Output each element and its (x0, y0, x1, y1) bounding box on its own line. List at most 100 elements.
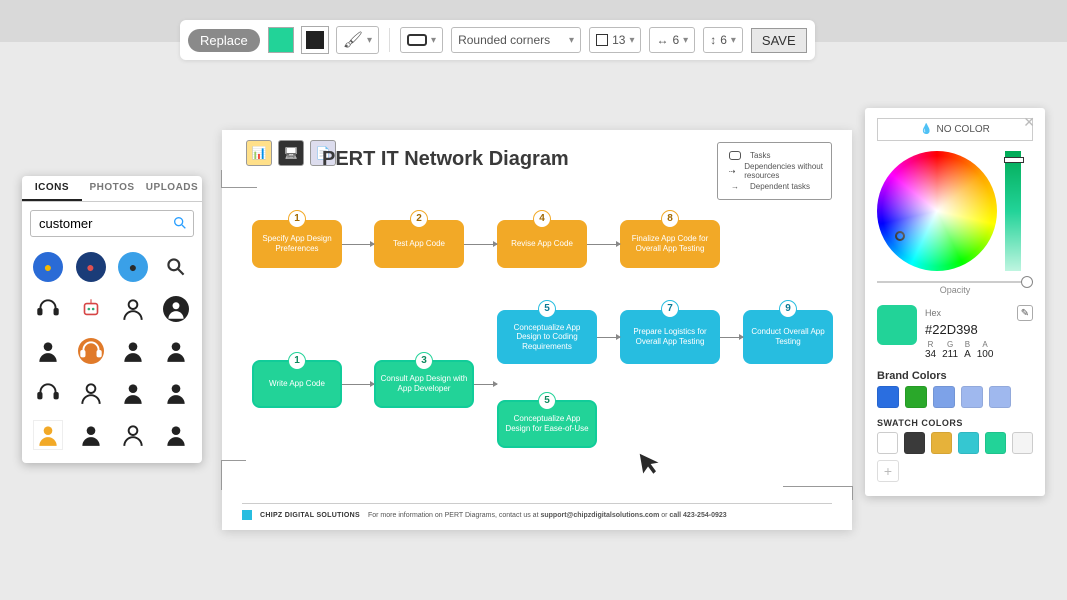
border-color-swatch[interactable] (302, 27, 328, 53)
diagram-edge (464, 244, 497, 245)
node-number: 5 (538, 392, 556, 410)
shape-outline-tool[interactable]: ▾ (400, 27, 443, 53)
icon-badge-people[interactable]: ● (115, 249, 151, 285)
assets-panel: ICONS PHOTOS UPLOADS ●●● (22, 176, 202, 463)
icon-person-orange[interactable] (30, 417, 66, 453)
icon-person-solid2[interactable] (115, 333, 151, 369)
node-label: Write App Code (269, 379, 325, 389)
icon-person-solid4[interactable] (115, 375, 151, 411)
icon-person-outline2[interactable] (73, 375, 109, 411)
brand-color-swatch[interactable] (905, 386, 927, 408)
diagram-node[interactable]: 1Specify App Design Preferences (252, 220, 342, 268)
shade-handle[interactable] (1004, 157, 1024, 163)
node-label: Conceptualize App Design for Ease-of-Use (503, 414, 591, 433)
brand-color-swatch[interactable] (877, 386, 899, 408)
diagram-node[interactable]: 3Consult App Design with App Developer (374, 360, 474, 408)
icon-person-solid5[interactable] (73, 417, 109, 453)
swatch-color[interactable] (904, 432, 925, 454)
no-color-button[interactable]: 💧NO COLOR (877, 118, 1033, 141)
icon-person-hair[interactable] (158, 417, 194, 453)
color-wheel-handle[interactable] (895, 231, 905, 241)
width-stepper[interactable]: ↔6▾ (649, 27, 695, 53)
swatch-color[interactable] (877, 432, 898, 454)
opacity-slider[interactable] (877, 281, 1033, 283)
icon-person-solid3[interactable] (158, 333, 194, 369)
swatch-color[interactable] (1012, 432, 1033, 454)
replace-button[interactable]: Replace (188, 29, 260, 52)
arrow-icon: → (726, 182, 744, 191)
icon-headset[interactable] (30, 291, 66, 327)
chevron-down-icon: ▾ (569, 35, 574, 46)
icon-woman-headset[interactable] (30, 375, 66, 411)
current-color-swatch (877, 305, 917, 345)
search-input[interactable] (30, 210, 194, 237)
close-icon[interactable]: ✕ (1023, 114, 1035, 131)
diagram-node[interactable]: 5Conceptualize App Design for Ease-of-Us… (497, 400, 597, 448)
icon-person-solid[interactable] (30, 333, 66, 369)
icon-person-outline[interactable] (115, 291, 151, 327)
icon-person-solid-circle[interactable] (158, 291, 194, 327)
height-stepper[interactable]: ↕6▾ (703, 27, 743, 53)
icon-support-agent[interactable] (73, 333, 109, 369)
fill-color-swatch[interactable] (268, 27, 294, 53)
paint-format-tool[interactable]: 🖌▾ (336, 26, 379, 54)
paint-roller-icon: 🖌 (343, 30, 363, 50)
brand-color-swatch[interactable] (989, 386, 1011, 408)
brand-color-swatch[interactable] (961, 386, 983, 408)
chevron-down-icon: ▾ (731, 35, 736, 46)
search-icon[interactable] (172, 215, 188, 234)
shade-slider[interactable] (1005, 151, 1021, 271)
b-value: A (964, 349, 971, 360)
decoration-line (783, 486, 853, 500)
node-number: 4 (533, 210, 551, 228)
diagram-title: PERT IT Network Diagram (322, 148, 569, 171)
footer-brand: CHIPZ DIGITAL SOLUTIONS (260, 512, 360, 519)
diagram-node[interactable]: 9Conduct Overall App Testing (743, 310, 833, 364)
color-wheel[interactable] (877, 151, 997, 271)
cursor-pointer-icon (637, 448, 664, 483)
save-button[interactable]: SAVE (751, 28, 807, 53)
icon-badge-map[interactable]: ● (73, 249, 109, 285)
icon-robot[interactable] (73, 291, 109, 327)
swatch-color[interactable] (931, 432, 952, 454)
droplet-icon: 💧 (920, 124, 932, 135)
corner-style-dropdown[interactable]: Rounded corners▾ (451, 27, 581, 53)
node-number: 1 (288, 352, 306, 370)
eyedropper-button[interactable]: ✎ (1017, 305, 1033, 321)
diagram-node[interactable]: 7Prepare Logistics for Overall App Testi… (620, 310, 720, 364)
diagram-node[interactable]: 5Conceptualize App Design to Coding Requ… (497, 310, 597, 364)
diagram-node[interactable]: 8Finalize App Code for Overall App Testi… (620, 220, 720, 268)
tab-icons[interactable]: ICONS (22, 176, 82, 201)
dashed-arrow-icon: ⇢ (726, 167, 738, 176)
icon-search (30, 210, 194, 237)
opacity-knob[interactable] (1021, 276, 1033, 288)
icon-badge-globe[interactable]: ● (30, 249, 66, 285)
tab-photos[interactable]: PHOTOS (82, 176, 142, 201)
legend-deps-label: Dependencies without resources (744, 162, 823, 180)
border-width-tool[interactable]: 13▾ (589, 27, 641, 53)
icon-search-small[interactable] (158, 249, 194, 285)
brand-color-swatch[interactable] (933, 386, 955, 408)
color-picker-panel: ✕ 💧NO COLOR Opacity Hex ✎ #22D398 R34 G2… (865, 108, 1045, 496)
diagram-node[interactable]: 4Revise App Code (497, 220, 587, 268)
diagram-node[interactable]: 2Test App Code (374, 220, 464, 268)
node-number: 9 (779, 300, 797, 318)
swatch-color[interactable] (958, 432, 979, 454)
legend-tasks-label: Tasks (750, 151, 770, 160)
diagram-node[interactable]: 1Write App Code (252, 360, 342, 408)
tab-uploads[interactable]: UPLOADS (142, 176, 202, 201)
icon-person-outline3[interactable] (115, 417, 151, 453)
icon-person-uniform[interactable] (158, 375, 194, 411)
assets-tabs: ICONS PHOTOS UPLOADS (22, 176, 202, 202)
node-number: 8 (661, 210, 679, 228)
add-swatch-button[interactable]: + (877, 460, 899, 482)
brand-logo-icon (242, 510, 252, 520)
chart-icon: 📊 (246, 140, 272, 166)
node-label: Test App Code (393, 239, 445, 249)
monitor-icon: 🖥 (278, 140, 304, 166)
swatch-colors-row (877, 432, 1033, 454)
hex-value[interactable]: #22D398 (925, 322, 1033, 337)
canvas-footer: CHIPZ DIGITAL SOLUTIONS For more informa… (242, 503, 832, 520)
diagram-canvas[interactable]: 📊 🖥 📄 PERT IT Network Diagram Tasks ⇢Dep… (222, 130, 852, 530)
swatch-color[interactable] (985, 432, 1006, 454)
